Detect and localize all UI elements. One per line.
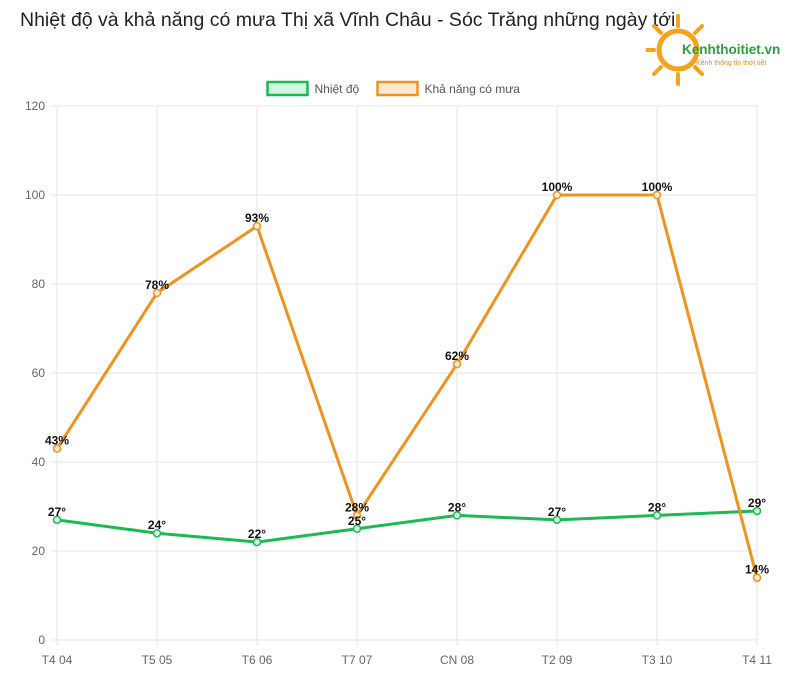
x-tick-label: T5 05 bbox=[142, 653, 173, 667]
x-tick-label: T4 11 bbox=[742, 653, 772, 667]
x-tick-label: T4 04 bbox=[42, 653, 73, 667]
data-label: 27° bbox=[48, 505, 66, 519]
chart-ticks: 0 20 40 60 80 100 120 T4 04 T5 05 T6 06 T7 07 CN 08… bbox=[25, 99, 772, 667]
data-point[interactable] bbox=[352, 511, 362, 520]
x-tick-label: T6 06 bbox=[242, 653, 273, 667]
logo-tagline: Kênh thông tin thời tiết bbox=[696, 60, 767, 67]
chart-grid bbox=[51, 105, 758, 646]
data-point[interactable] bbox=[652, 190, 662, 200]
data-point[interactable] bbox=[352, 524, 362, 533]
data-point[interactable] bbox=[652, 511, 662, 520]
data-point[interactable] bbox=[252, 537, 262, 547]
x-tick-label: T7 07 bbox=[342, 653, 373, 667]
data-label: 27° bbox=[548, 505, 566, 519]
data-point[interactable] bbox=[452, 359, 462, 369]
legend-swatch bbox=[266, 80, 309, 97]
data-point[interactable] bbox=[152, 288, 162, 298]
data-label: 43% bbox=[45, 434, 69, 448]
y-tick-label: 60 bbox=[32, 366, 46, 380]
x-tick-label: T2 09 bbox=[542, 653, 573, 667]
legend-label: Nhiệt độ bbox=[315, 82, 360, 96]
data-label: 28° bbox=[648, 500, 666, 514]
y-tick-label: 40 bbox=[32, 455, 46, 469]
data-label: 78% bbox=[145, 278, 169, 292]
data-label: 100% bbox=[642, 180, 673, 194]
chart-points bbox=[52, 190, 762, 582]
data-label: 24° bbox=[148, 518, 166, 532]
data-label: 22° bbox=[248, 527, 266, 541]
data-point[interactable] bbox=[52, 444, 62, 453]
legend-item[interactable]: Khả năng có mưa bbox=[376, 80, 521, 97]
legend-label: Khả năng có mưa bbox=[425, 82, 521, 96]
y-tick-label: 120 bbox=[25, 99, 45, 113]
data-point[interactable] bbox=[552, 190, 562, 200]
y-tick-label: 20 bbox=[32, 544, 46, 558]
site-logo[interactable]: Kenhthoitiet.vn Kênh thông tin thời tiết bbox=[642, 10, 800, 88]
chart-lines bbox=[55, 193, 759, 579]
data-label: 93% bbox=[245, 211, 269, 225]
data-label: 100% bbox=[542, 180, 573, 194]
data-point[interactable] bbox=[752, 506, 762, 516]
y-tick-label: 100 bbox=[25, 188, 45, 202]
data-point[interactable] bbox=[52, 515, 62, 525]
data-label: 25° bbox=[348, 514, 366, 528]
chart-data-labels: 27° 24° 22° 25° 28° 27° 28° 29° 43% 78% 93% 28% 62% 1… bbox=[45, 180, 769, 577]
legend-item[interactable]: Nhiệt độ bbox=[266, 80, 360, 97]
data-point[interactable] bbox=[452, 511, 462, 520]
series-line bbox=[55, 193, 759, 579]
data-label: 14% bbox=[745, 563, 769, 577]
data-label: 29° bbox=[748, 496, 766, 510]
x-tick-label: CN 08 bbox=[440, 653, 474, 667]
logo-brand: Kenhthoitiet.vn bbox=[682, 42, 781, 57]
data-point[interactable] bbox=[752, 573, 762, 582]
y-tick-label: 80 bbox=[32, 277, 46, 291]
data-label: 28° bbox=[448, 500, 466, 514]
x-tick-label: T3 10 bbox=[642, 653, 673, 667]
data-point[interactable] bbox=[152, 528, 162, 538]
series-line bbox=[56, 509, 758, 544]
data-point[interactable] bbox=[552, 515, 562, 525]
chart-title: Nhiệt độ và khả năng có mưa Thị xã Vĩnh … bbox=[20, 9, 676, 31]
sun-logo-icon bbox=[642, 14, 704, 86]
data-point[interactable] bbox=[252, 221, 262, 231]
legend-swatch bbox=[376, 80, 419, 97]
chart-legend: Nhiệt độ Khả năng có mưa bbox=[266, 80, 521, 97]
data-label: 28% bbox=[345, 500, 369, 514]
y-tick-label: 0 bbox=[38, 633, 45, 647]
data-label: 62% bbox=[445, 349, 469, 363]
